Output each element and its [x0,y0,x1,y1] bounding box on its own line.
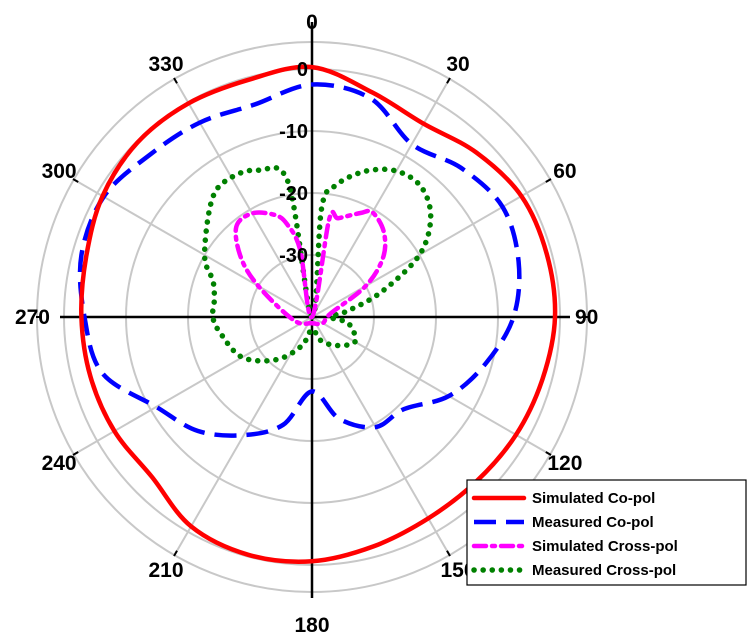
angle-tick [545,178,552,183]
grid-spoke [311,178,551,318]
grid-spoke [73,178,313,318]
cross-axes [60,22,570,598]
radial-tick-label: -30 [279,245,308,267]
grid-spoke [311,78,451,318]
angle-tick-label: 240 [42,452,77,475]
angle-tick-label: 180 [294,614,329,637]
grid-spoke [311,316,451,556]
angle-tick-label: 210 [148,559,183,582]
angle-tick-label: 270 [15,306,50,329]
angle-tick [446,550,451,557]
series-layer [77,64,558,564]
legend-label: Simulated Cross-pol [532,538,678,555]
angle-tick-label: 120 [547,452,582,475]
angle-tick [545,451,552,456]
legend-label: Measured Cross-pol [532,562,676,579]
angle-tick [173,77,178,84]
grid-spoke [73,316,313,456]
angle-tick-label: 300 [42,160,77,183]
angle-tick [173,550,178,557]
legend: Simulated Co-pol Measured Co-pol Simulated… [466,479,747,586]
angle-tick-label: 60 [553,160,576,183]
legend-label: Measured Co-pol [532,514,654,531]
legend-label: Simulated Co-pol [532,490,655,507]
angle-tick-label: 30 [446,53,469,76]
radial-tick-label: 0 [297,59,308,81]
angle-tick-label: 0 [306,11,318,34]
radial-tick-labels: -30 -20 -10 0 [279,59,308,267]
grid-spoke [311,316,551,456]
grid-spoke [173,316,313,556]
series-simulated-co-pol [79,64,558,564]
series-simulated-cross-pol [233,208,388,327]
grid-spoke [173,78,313,318]
angle-tick-label: 330 [148,53,183,76]
series-measured-cross-pol [201,164,434,364]
angle-tick [72,178,79,183]
radial-tick-label: -10 [279,121,308,143]
angle-tick [72,451,79,456]
angle-tick [446,77,451,84]
radial-tick-label: -20 [279,183,308,205]
